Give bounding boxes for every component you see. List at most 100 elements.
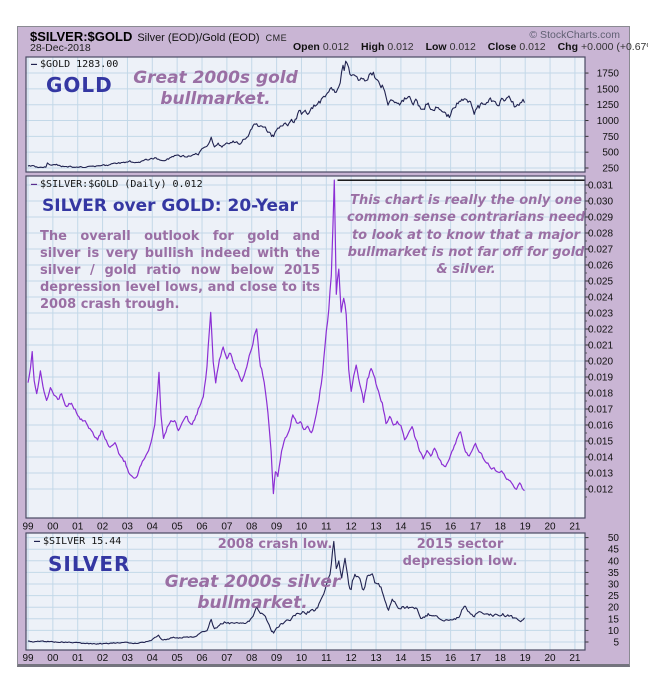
svg-text:1000: 1000 xyxy=(597,116,620,127)
svg-text:20: 20 xyxy=(608,603,620,614)
svg-text:40: 40 xyxy=(608,556,620,567)
svg-text:06: 06 xyxy=(196,653,208,664)
svg-text:0.021: 0.021 xyxy=(588,341,613,352)
svg-text:1250: 1250 xyxy=(597,100,620,111)
svg-text:0.027: 0.027 xyxy=(588,245,613,256)
silver-legend: — $SILVER 15.44 xyxy=(34,536,122,547)
svg-text:20: 20 xyxy=(544,522,556,533)
open-label: Open xyxy=(293,41,320,53)
silver-annotation-bullmarket: Great 2000s silver bullmarket. xyxy=(164,572,341,614)
svg-text:0.026: 0.026 xyxy=(588,261,613,272)
gold-panel: 1750 1500 1250 1000 750 500 250 xyxy=(25,56,620,175)
svg-text:03: 03 xyxy=(122,522,134,533)
close-label: Close xyxy=(487,41,517,53)
svg-text:05: 05 xyxy=(172,653,184,664)
ratio-annotation-right: This chart is really the only one common… xyxy=(347,193,585,278)
exchange-label: CME xyxy=(265,33,288,43)
svg-text:5: 5 xyxy=(613,638,619,649)
svg-text:750: 750 xyxy=(602,132,619,143)
svg-text:250: 250 xyxy=(602,164,619,175)
close-value: 0.012 xyxy=(519,41,546,53)
svg-text:0.019: 0.019 xyxy=(588,373,613,384)
open-value: 0.012 xyxy=(322,41,350,53)
svg-text:04: 04 xyxy=(147,522,159,533)
svg-text:99: 99 xyxy=(22,653,34,664)
svg-text:03: 03 xyxy=(122,653,134,664)
ratio-legend: — $SILVER:$GOLD (Daily) 0.012 xyxy=(31,179,203,190)
svg-text:10: 10 xyxy=(608,626,620,637)
svg-text:20: 20 xyxy=(544,653,556,664)
svg-text:19: 19 xyxy=(520,522,532,533)
svg-text:0.013: 0.013 xyxy=(588,469,613,480)
svg-text:08: 08 xyxy=(246,653,258,664)
gold-panel-label: GOLD xyxy=(46,73,113,97)
svg-text:02: 02 xyxy=(97,522,109,533)
svg-text:0.015: 0.015 xyxy=(588,437,613,448)
gold-annotation: Great 2000s gold bullmarket. xyxy=(133,68,298,110)
ratio-panel: 0.031 0.030 0.029 0.028 0.027 0.026 0.025 0.024… xyxy=(25,175,613,519)
svg-text:0.020: 0.020 xyxy=(588,357,613,368)
ratio-legend-swatch: — xyxy=(31,179,38,190)
silver-series-line xyxy=(27,540,525,645)
chart-header: $SILVER:$GOLD Silver (EOD)/Gold (EOD) CME xyxy=(30,28,287,46)
gold-legend: — $GOLD 1283.00 xyxy=(31,59,119,70)
ratio-annotation-left: The overall outlook for gold and silver … xyxy=(40,229,320,312)
svg-text:08: 08 xyxy=(246,522,258,533)
silver-annotation-2015: 2015 sector depression low. xyxy=(402,537,518,569)
svg-text:14: 14 xyxy=(395,522,407,533)
quote-bar: Open 0.012 High 0.012 Low 0.012 Close 0.012 … xyxy=(293,41,648,53)
svg-text:07: 07 xyxy=(221,653,233,664)
svg-text:14: 14 xyxy=(395,653,407,664)
svg-text:09: 09 xyxy=(271,653,283,664)
low-label: Low xyxy=(425,41,447,53)
gold-legend-swatch: — xyxy=(31,59,38,70)
svg-text:0.030: 0.030 xyxy=(588,197,613,208)
silver-panel-label: SILVER xyxy=(48,552,131,576)
svg-text:35: 35 xyxy=(608,568,620,579)
x-axis-labels-row1: 99 00 01 02 03 04 05 06 07 08 09 10 11 12 13 14 15 16 17 18… xyxy=(22,522,580,533)
symbol-description: Silver (EOD)/Gold (EOD) xyxy=(137,32,260,44)
chg-label: Chg xyxy=(557,41,578,53)
svg-text:00: 00 xyxy=(47,653,59,664)
svg-text:02: 02 xyxy=(97,653,109,664)
x-axis-labels-row2: 99 00 01 02 03 04 05 06 07 08 09 10 11 12 13 14 15 16 17 18… xyxy=(22,653,580,664)
svg-text:45: 45 xyxy=(608,545,620,556)
svg-text:0.012: 0.012 xyxy=(588,485,613,496)
svg-text:1500: 1500 xyxy=(597,84,620,95)
svg-text:16: 16 xyxy=(445,653,457,664)
svg-text:99: 99 xyxy=(22,522,34,533)
svg-text:18: 18 xyxy=(495,522,507,533)
svg-text:21: 21 xyxy=(569,653,581,664)
symbol-title: $SILVER:$GOLD xyxy=(30,29,133,44)
svg-text:17: 17 xyxy=(470,653,482,664)
svg-text:0.029: 0.029 xyxy=(588,213,613,224)
svg-text:21: 21 xyxy=(569,522,581,533)
svg-text:07: 07 xyxy=(221,522,233,533)
svg-text:0.028: 0.028 xyxy=(588,229,613,240)
ratio-panel-title: SILVER over GOLD: 20-Year xyxy=(42,196,298,216)
svg-text:17: 17 xyxy=(470,522,482,533)
svg-text:0.017: 0.017 xyxy=(588,405,613,416)
svg-text:06: 06 xyxy=(196,522,208,533)
svg-text:04: 04 xyxy=(147,653,159,664)
svg-text:0.024: 0.024 xyxy=(588,293,613,304)
svg-text:00: 00 xyxy=(47,522,59,533)
high-value: 0.012 xyxy=(387,41,414,53)
svg-text:01: 01 xyxy=(72,653,84,664)
high-label: High xyxy=(361,41,385,53)
svg-text:11: 11 xyxy=(321,522,332,533)
svg-text:18: 18 xyxy=(495,653,507,664)
svg-text:15: 15 xyxy=(608,614,620,625)
svg-text:30: 30 xyxy=(608,580,620,591)
svg-text:12: 12 xyxy=(346,653,358,664)
svg-text:16: 16 xyxy=(445,522,457,533)
svg-text:01: 01 xyxy=(72,522,84,533)
chg-value: +0.000 (+0.67%) xyxy=(581,41,648,53)
ratio-series-line xyxy=(27,179,525,495)
svg-text:500: 500 xyxy=(602,148,619,159)
svg-text:0.022: 0.022 xyxy=(588,325,613,336)
silver-annotation-2008: 2008 crash low. xyxy=(217,537,333,552)
